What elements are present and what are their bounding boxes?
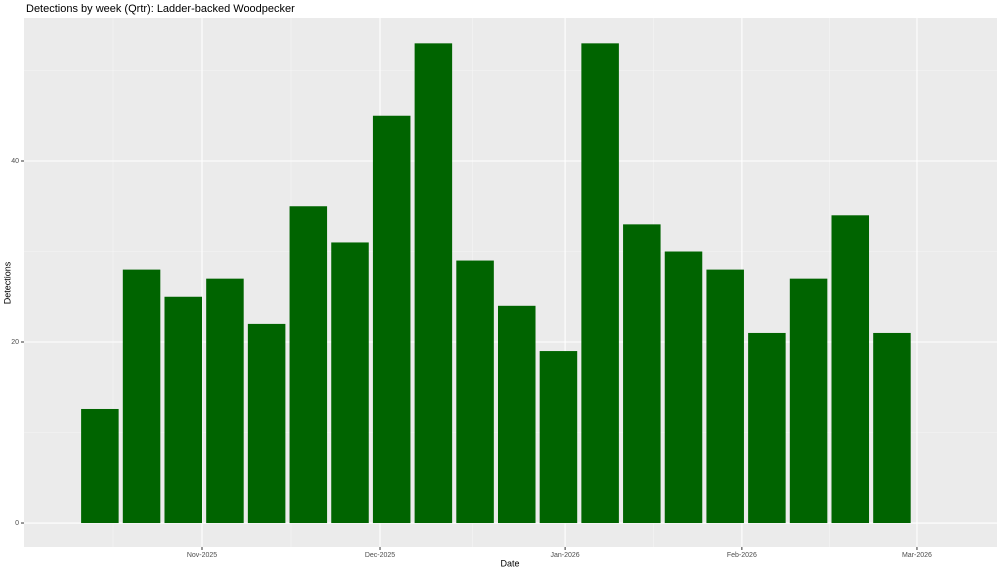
bar xyxy=(664,251,703,524)
y-axis-label: Detections xyxy=(2,261,12,304)
bar xyxy=(122,269,161,524)
bar xyxy=(81,408,119,524)
bar xyxy=(247,323,286,524)
bar xyxy=(873,332,911,524)
bar xyxy=(789,278,828,524)
bar xyxy=(497,305,536,524)
x-tick-label: Feb-2026 xyxy=(727,552,757,559)
chart-title: Detections by week (Qrtr): Ladder-backed… xyxy=(26,3,295,15)
bar xyxy=(414,43,453,524)
bar xyxy=(372,115,411,524)
x-tick-label: Jan-2026 xyxy=(551,552,580,559)
x-axis-label: Date xyxy=(500,558,519,568)
y-tick-label: 0 xyxy=(15,520,19,527)
x-tick-label: Dec-2025 xyxy=(365,552,395,559)
y-tick-label: 20 xyxy=(11,339,19,346)
y-tick-label: 40 xyxy=(11,158,19,165)
bar xyxy=(456,260,494,524)
x-tick-label: Nov-2025 xyxy=(187,552,217,559)
bar xyxy=(831,215,870,524)
bar xyxy=(706,269,744,524)
x-tick-label: Mar-2026 xyxy=(902,552,932,559)
bar xyxy=(289,206,328,524)
bar xyxy=(539,351,578,524)
bar xyxy=(581,43,619,524)
bar xyxy=(623,224,661,524)
bar xyxy=(748,332,786,524)
bar xyxy=(206,278,244,524)
bar xyxy=(164,296,203,524)
bar xyxy=(331,242,369,524)
